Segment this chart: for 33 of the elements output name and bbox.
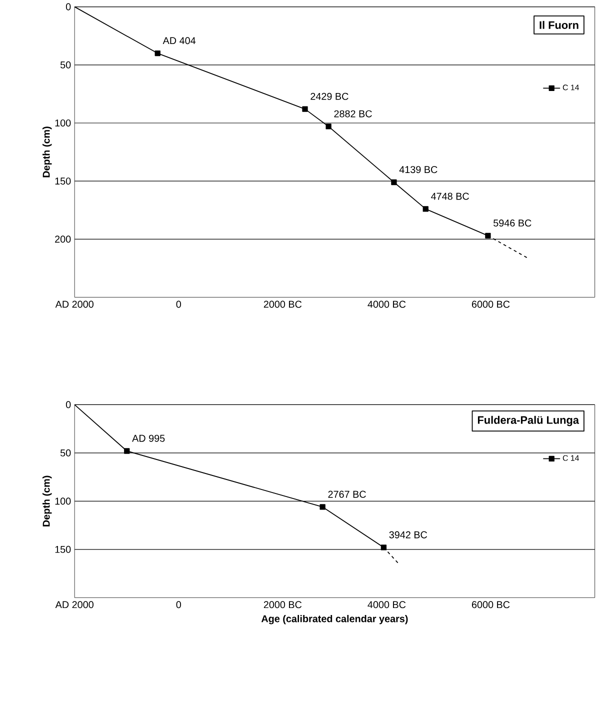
x-tick-label: 6000 BC	[472, 601, 510, 608]
annotation: 2429 BC	[310, 92, 348, 100]
y-tick-label: 100	[55, 119, 71, 126]
annotation: 2767 BC	[328, 490, 366, 498]
x-axis-title: Age (calibrated calendar years)	[262, 614, 408, 624]
annotation: 3942 BC	[389, 531, 428, 538]
annotation: 4139 BC	[399, 166, 438, 174]
x-tick-label: 2000 BC	[264, 601, 302, 608]
text: Il Fuorn	[540, 20, 578, 29]
y-tick-label: 200	[55, 236, 71, 243]
y-tick-label: 0	[66, 3, 71, 10]
x-tick-label: 0	[176, 300, 182, 308]
y-tick-label: 100	[55, 498, 71, 505]
y-tick-label: 0	[66, 401, 71, 408]
annotation: AD 995	[132, 434, 165, 442]
y-tick-label: 150	[55, 546, 71, 553]
y-tick-label: 150	[55, 178, 71, 185]
x-tick-label: 4000 BC	[368, 300, 406, 308]
x-tick-label: AD 2000	[55, 601, 94, 608]
y-tick-label: 50	[60, 61, 71, 68]
text: Fuldera-Palü Lunga	[478, 416, 580, 426]
x-tick-label: 2000 BC	[264, 300, 302, 308]
annotation: 4748 BC	[431, 192, 470, 200]
x-tick-label: 0	[176, 601, 182, 608]
annotation: 2882 BC	[334, 110, 372, 118]
x-tick-label: AD 2000	[55, 300, 94, 308]
x-tick-label: 6000 BC	[472, 300, 510, 308]
x-tick-label: 4000 BC	[368, 601, 406, 608]
y-tick-label: 50	[60, 449, 71, 456]
y-axis-title: Depth (cm)	[42, 126, 52, 178]
y-axis-title: Depth (cm)	[42, 476, 52, 526]
annotation: 5946 BC	[494, 220, 532, 227]
annotation: AD 404	[162, 37, 196, 44]
